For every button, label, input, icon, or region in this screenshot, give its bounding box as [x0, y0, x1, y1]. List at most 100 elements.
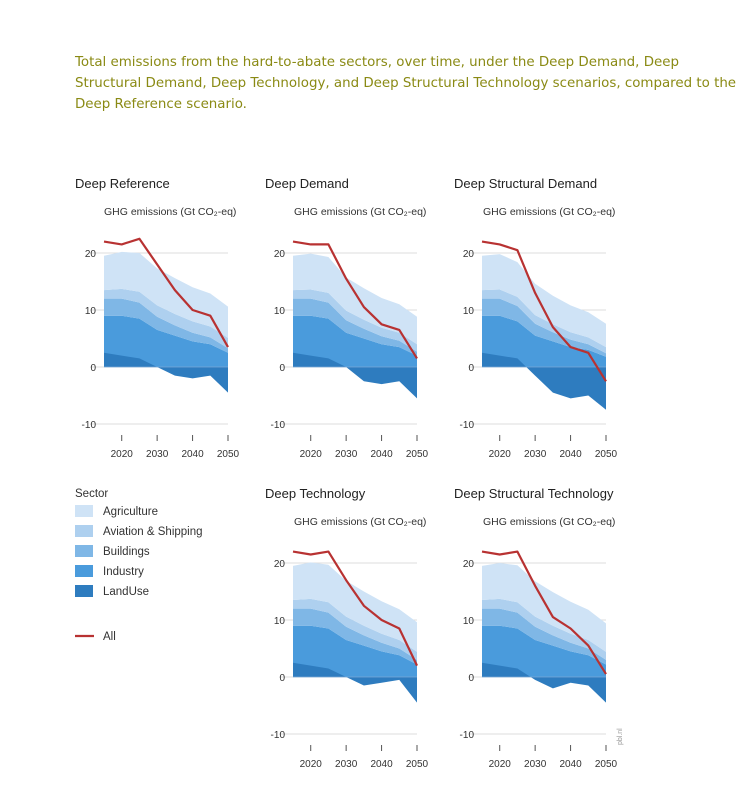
panel-deep-structural-demand-area-buildings: [482, 298, 606, 357]
panel-deep-structural-technology-ytick-label: -10: [460, 730, 475, 741]
panel-deep-demand-area-industry: [293, 315, 417, 367]
panel-deep-reference-area-agriculture: [104, 251, 228, 338]
panel-deep-demand-ytick-label: 20: [274, 249, 286, 260]
panel-deep-structural-technology-line-all: [481, 550, 607, 675]
panel-deep-demand-ytick-label: -10: [271, 420, 286, 431]
panel-deep-structural-demand-ytick-label: -10: [460, 420, 475, 431]
legend-swatch-agriculture: [75, 505, 93, 517]
panel-deep-structural-demand: Deep Structural Demand GHG emissions (Gt …: [454, 176, 618, 460]
panel-deep-structural-demand-ytick-label: 20: [463, 249, 475, 260]
panel-deep-structural-technology-area-industry: [482, 625, 606, 677]
panel-deep-technology-ytick-label: -10: [271, 730, 286, 741]
panel-deep-reference-area-aviation-shipping: [104, 288, 228, 349]
panel-deep-technology-area-buildings: [293, 608, 417, 665]
panel-deep-structural-technology-xtick-label: 2020: [489, 759, 512, 770]
panel-deep-structural-demand-xtick-label: 2030: [524, 449, 547, 460]
legend-swatch-industry: [75, 565, 93, 577]
panel-deep-structural-demand-line-all: [481, 240, 607, 382]
panel-deep-demand-xtick-label: 2050: [406, 449, 429, 460]
panel-deep-technology-xtick-label: 2040: [370, 759, 393, 770]
panel-deep-structural-demand-xtick-label: 2040: [559, 449, 582, 460]
panel-deep-reference-area-industry: [104, 315, 228, 367]
panel-deep-structural-demand-area-industry: [482, 315, 606, 367]
panel-deep-structural-demand-xtick-label: 2020: [489, 449, 512, 460]
panel-deep-technology-ytick-label: 10: [274, 616, 286, 627]
panel-deep-structural-demand-ytick-label: 10: [463, 306, 475, 317]
panel-deep-technology-area-agriculture: [293, 562, 417, 652]
panel-deep-technology-xtick-label: 2050: [406, 759, 429, 770]
panel-deep-technology-xtick-label: 2030: [335, 759, 358, 770]
panel-deep-demand-title: Deep Demand: [265, 176, 349, 191]
panel-deep-structural-demand-ylabel: GHG emissions (Gt CO₂-eq): [483, 206, 615, 218]
panel-deep-reference-ytick-label: 10: [85, 306, 97, 317]
legend: Sector Agriculture Aviation & Shipping Buil…: [75, 488, 203, 643]
panel-deep-structural-technology-title: Deep Structural Technology: [454, 486, 614, 501]
panel-deep-technology-area-aviation-shipping: [293, 598, 417, 660]
legend-label-aviation-shipping: Aviation & Shipping: [103, 526, 203, 538]
panel-deep-technology-ylabel: GHG emissions (Gt CO₂-eq): [294, 516, 426, 528]
panel-deep-structural-technology-xtick-label: 2040: [559, 759, 582, 770]
panel-deep-structural-technology: Deep Structural Technology GHG emissions …: [454, 486, 618, 770]
panel-deep-demand-ylabel: GHG emissions (Gt CO₂-eq): [294, 206, 426, 218]
panel-deep-reference-xtick-label: 2030: [146, 449, 169, 460]
panel-deep-structural-technology-ytick-label: 0: [468, 673, 474, 684]
panel-deep-technology-area-industry: [293, 625, 417, 677]
panel-deep-structural-demand-area-agriculture: [482, 254, 606, 348]
panel-deep-demand-line-all: [292, 240, 418, 359]
panel-deep-technology-xtick-label: 2020: [300, 759, 323, 770]
panel-deep-demand-xtick-label: 2020: [300, 449, 323, 460]
panel-deep-structural-demand-ytick-label: 0: [468, 363, 474, 374]
legend-swatch-buildings: [75, 545, 93, 557]
panel-deep-technology-ytick-label: 0: [279, 673, 285, 684]
panel-deep-reference-ytick-label: 20: [85, 249, 97, 260]
figure-caption: Total emissions from the hard-to-abate s…: [75, 55, 737, 112]
panel-deep-technology: Deep Technology GHG emissions (Gt CO₂-eq)…: [265, 486, 429, 770]
legend-label-agriculture: Agriculture: [103, 506, 158, 518]
legend-label-landuse: LandUse: [103, 586, 149, 598]
panel-deep-structural-technology-area-landuse: [482, 662, 606, 703]
panel-deep-structural-technology-xtick-label: 2050: [595, 759, 618, 770]
panel-deep-technology-title: Deep Technology: [265, 486, 366, 501]
panel-deep-structural-technology-ylabel: GHG emissions (Gt CO₂-eq): [483, 516, 615, 528]
panel-deep-demand-area-agriculture: [293, 253, 417, 345]
panel-deep-structural-technology-ytick-label: 10: [463, 616, 475, 627]
panel-deep-reference-xtick-label: 2020: [111, 449, 134, 460]
legend-label-buildings: Buildings: [103, 546, 150, 558]
panel-deep-demand-area-buildings: [293, 298, 417, 356]
legend-label-industry: Industry: [103, 566, 144, 578]
panel-deep-reference: Deep Reference GHG emissions (Gt CO₂-eq) -…: [75, 176, 240, 460]
panel-deep-demand-area-aviation-shipping: [293, 289, 417, 352]
panel-deep-structural-demand-xtick-label: 2050: [595, 449, 618, 460]
legend-swatch-landuse: [75, 585, 93, 597]
panel-deep-structural-technology-area-agriculture: [482, 563, 606, 652]
panel-deep-demand-ytick-label: 10: [274, 306, 286, 317]
panel-deep-reference-title: Deep Reference: [75, 176, 170, 191]
panel-deep-demand-area-landuse: [293, 352, 417, 399]
legend-title: Sector: [75, 488, 108, 500]
panel-deep-demand-xtick-label: 2040: [370, 449, 393, 460]
panel-deep-demand: Deep Demand GHG emissions (Gt CO₂-eq) -10 0…: [265, 176, 429, 460]
panel-deep-demand-xtick-label: 2030: [335, 449, 358, 460]
panel-deep-reference-ylabel: GHG emissions (Gt CO₂-eq): [104, 206, 236, 218]
panel-deep-structural-demand-title: Deep Structural Demand: [454, 176, 597, 191]
panel-deep-reference-line-all: [103, 237, 229, 348]
panel-deep-reference-area-buildings: [104, 298, 228, 353]
panel-deep-structural-demand-area-aviation-shipping: [482, 289, 606, 354]
panel-deep-reference-ytick-label: -10: [82, 420, 97, 431]
legend-swatch-aviation-shipping: [75, 525, 93, 537]
panel-deep-technology-area-landuse: [293, 662, 417, 703]
panel-deep-demand-ytick-label: 0: [279, 363, 285, 374]
panel-deep-technology-line-all: [292, 550, 418, 667]
panel-deep-structural-technology-ytick-label: 20: [463, 559, 475, 570]
panel-deep-structural-technology-xtick-label: 2030: [524, 759, 547, 770]
panel-deep-reference-ytick-label: 0: [90, 363, 96, 374]
panel-deep-reference-xtick-label: 2050: [217, 449, 240, 460]
panel-deep-reference-xtick-label: 2040: [181, 449, 204, 460]
panel-deep-structural-technology-area-buildings: [482, 608, 606, 665]
legend-label-all: All: [103, 631, 116, 643]
credit-text: pbl.nl: [617, 728, 624, 745]
panel-deep-reference-area-landuse: [104, 352, 228, 393]
panel-deep-structural-technology-area-aviation-shipping: [482, 598, 606, 660]
panel-deep-technology-ytick-label: 20: [274, 559, 286, 570]
